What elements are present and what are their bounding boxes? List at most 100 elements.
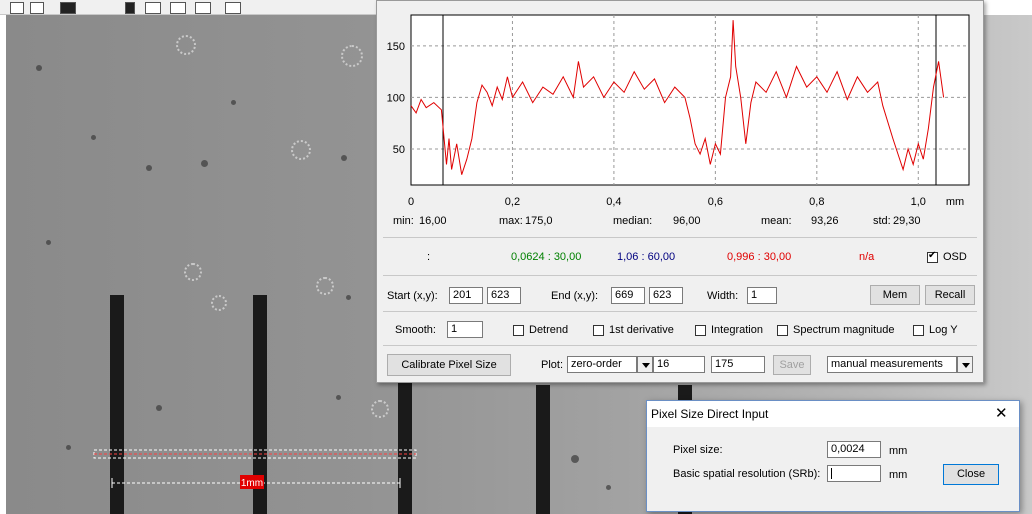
toolbar-button[interactable] bbox=[195, 2, 211, 14]
y-tick-label: 150 bbox=[387, 41, 405, 53]
particle bbox=[606, 485, 611, 490]
toolbar-button[interactable] bbox=[145, 2, 161, 14]
plot-grid bbox=[411, 15, 969, 185]
toolbar-button[interactable] bbox=[125, 2, 135, 14]
particle bbox=[346, 295, 351, 300]
profile-plot: 50 100 150 0 0,2 0,4 0,6 0,8 1,0 mm bbox=[387, 14, 970, 208]
scale-label: 1mm bbox=[241, 478, 263, 489]
end-y-input[interactable]: 623 bbox=[649, 287, 683, 304]
log-y-label: Log Y bbox=[929, 324, 958, 336]
calibrate-pixel-size-button[interactable]: Calibrate Pixel Size bbox=[387, 354, 511, 376]
measurement-green: 0,0624 : 30,00 bbox=[511, 251, 582, 263]
plot-select-chevron-icon[interactable] bbox=[637, 356, 653, 373]
particle bbox=[201, 160, 208, 167]
cell bbox=[211, 295, 227, 311]
pixel-size-unit: mm bbox=[889, 445, 908, 457]
end-x-input[interactable]: 669 bbox=[611, 287, 645, 304]
particle bbox=[336, 395, 341, 400]
mean-label: mean: bbox=[761, 215, 792, 227]
measurement-red: 0,996 : 30,00 bbox=[727, 251, 792, 263]
smooth-input[interactable]: 1 bbox=[447, 321, 483, 338]
first-derivative-label: 1st derivative bbox=[609, 324, 674, 336]
particle bbox=[571, 455, 579, 463]
toolbar-button[interactable] bbox=[60, 2, 76, 14]
end-label: End (x,y): bbox=[551, 290, 599, 302]
integration-checkbox[interactable] bbox=[695, 325, 706, 336]
pixel-size-dialog: Pixel Size Direct Input ✕ Pixel size: 0,… bbox=[646, 400, 1020, 512]
y-tick-label: 50 bbox=[393, 144, 405, 156]
osd-checkbox[interactable] bbox=[927, 250, 938, 263]
x-axis-unit: mm bbox=[946, 196, 964, 208]
srb-unit: mm bbox=[889, 469, 908, 481]
dialog-titlebar: Pixel Size Direct Input ✕ bbox=[647, 401, 1019, 427]
y-tick-label: 100 bbox=[387, 92, 405, 104]
median-label: median: bbox=[613, 215, 653, 227]
save-button[interactable]: Save bbox=[773, 355, 811, 375]
separator bbox=[383, 311, 977, 312]
mem-button[interactable]: Mem bbox=[870, 285, 920, 305]
profile-series-line bbox=[410, 20, 945, 175]
srb-input[interactable] bbox=[827, 465, 881, 482]
particle bbox=[46, 240, 51, 245]
dialog-title: Pixel Size Direct Input bbox=[651, 407, 769, 421]
toolbar-button[interactable] bbox=[10, 2, 24, 14]
separator bbox=[383, 275, 977, 276]
detrend-label: Detrend bbox=[529, 324, 569, 336]
start-y-input[interactable]: 623 bbox=[487, 287, 521, 304]
plot-select[interactable]: zero-order bbox=[567, 356, 637, 373]
integration-label: Integration bbox=[711, 324, 763, 336]
target-bar bbox=[398, 375, 412, 514]
first-derivative-checkbox[interactable] bbox=[593, 325, 604, 336]
profile-panel: 50 100 150 0 0,2 0,4 0,6 0,8 1,0 mm min: 16,00 … bbox=[376, 0, 984, 383]
start-label: Start (x,y): bbox=[387, 290, 438, 302]
target-bar bbox=[253, 295, 267, 514]
cell bbox=[341, 45, 363, 67]
toolbar-button[interactable] bbox=[30, 2, 44, 14]
measurement-blue: 1,06 : 60,00 bbox=[617, 251, 676, 263]
mode-select-chevron-icon[interactable] bbox=[957, 356, 973, 373]
separator bbox=[383, 237, 977, 238]
mode-select[interactable]: manual measurements bbox=[827, 356, 957, 373]
toolbar-button[interactable] bbox=[225, 2, 241, 14]
std-value: 29,30 bbox=[893, 215, 921, 227]
std-label: std: bbox=[873, 215, 891, 227]
spectrum-magnitude-checkbox[interactable] bbox=[777, 325, 788, 336]
particle bbox=[91, 135, 96, 140]
start-x-input[interactable]: 201 bbox=[449, 287, 483, 304]
y-axis-ticks: 50 100 150 bbox=[387, 41, 405, 156]
plot-min-input[interactable]: 16 bbox=[653, 356, 705, 373]
log-y-checkbox[interactable] bbox=[913, 325, 924, 336]
x-axis-ticks: 0 0,2 0,4 0,6 0,8 1,0 bbox=[408, 196, 926, 208]
x-tick-label: 0,6 bbox=[708, 196, 723, 208]
plot-max-input[interactable]: 175 bbox=[711, 356, 765, 373]
particle bbox=[156, 405, 162, 411]
max-label: max: bbox=[499, 215, 523, 227]
measurement-colon: : bbox=[427, 251, 431, 263]
toolbar-button[interactable] bbox=[170, 2, 186, 14]
scale-label-bg bbox=[240, 475, 264, 489]
cell bbox=[184, 263, 202, 281]
spectrum-magnitude-label: Spectrum magnitude bbox=[793, 324, 895, 336]
close-icon[interactable]: ✕ bbox=[995, 405, 1008, 422]
text-cursor bbox=[831, 468, 832, 479]
cell bbox=[371, 400, 389, 418]
toolbar bbox=[0, 0, 380, 15]
measurement-na: n/a bbox=[859, 251, 875, 263]
osd-label: OSD bbox=[943, 251, 967, 263]
width-label: Width: bbox=[707, 290, 739, 302]
particle bbox=[36, 65, 42, 71]
x-tick-label: 0 bbox=[408, 196, 414, 208]
cell bbox=[291, 140, 311, 160]
x-tick-label: 1,0 bbox=[911, 196, 926, 208]
pixel-size-input[interactable]: 0,0024 bbox=[827, 441, 881, 458]
recall-button[interactable]: Recall bbox=[925, 285, 975, 305]
median-value: 96,00 bbox=[673, 215, 701, 227]
detrend-checkbox[interactable] bbox=[513, 325, 524, 336]
target-bar bbox=[536, 385, 550, 514]
width-input[interactable]: 1 bbox=[747, 287, 777, 304]
smooth-label: Smooth: bbox=[395, 324, 436, 336]
plot-label: Plot: bbox=[541, 359, 564, 371]
close-button[interactable]: Close bbox=[943, 464, 999, 485]
separator bbox=[383, 345, 977, 346]
